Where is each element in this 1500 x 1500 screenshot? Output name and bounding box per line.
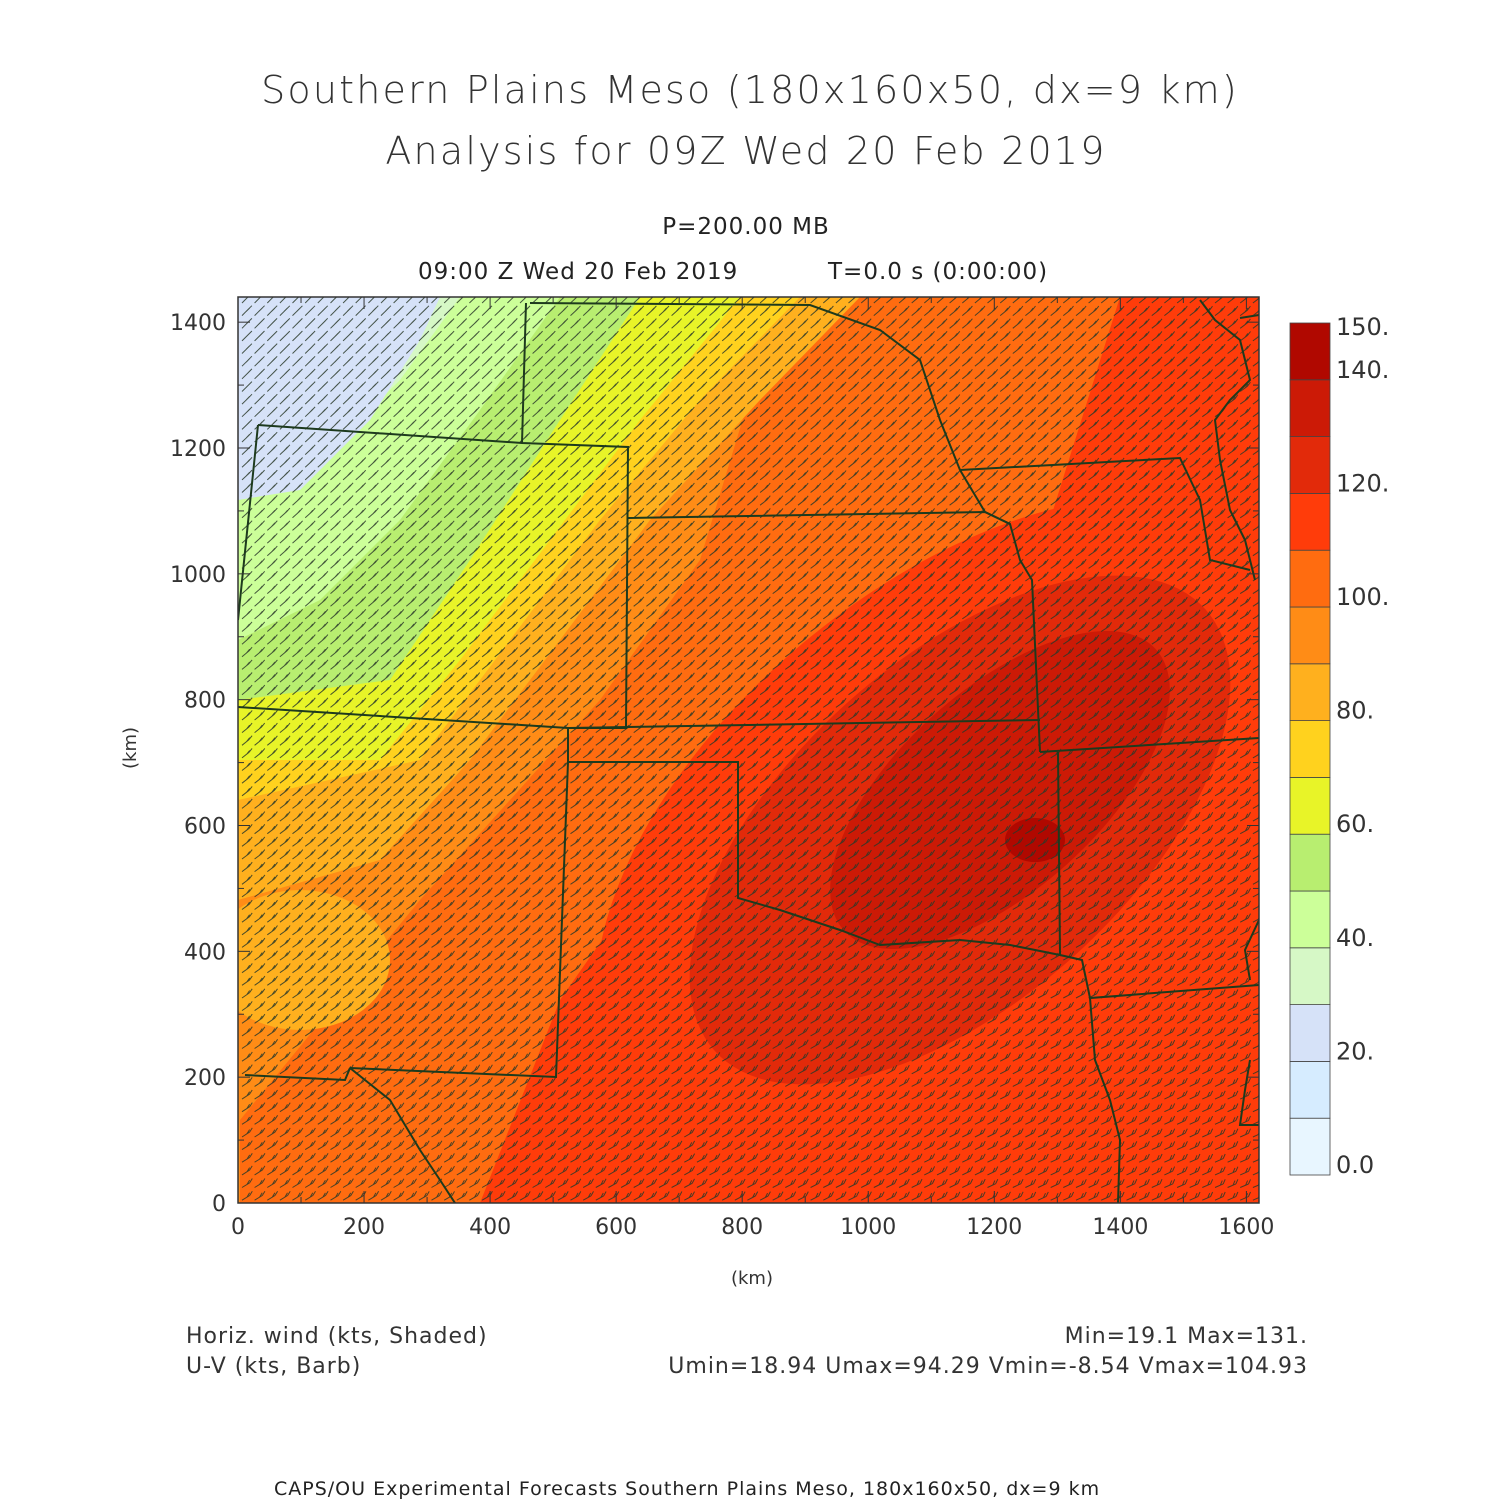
colorbar-label: 150. bbox=[1336, 313, 1389, 341]
colorbar-segment bbox=[1289, 1117, 1331, 1176]
x-tick-label: 1400 bbox=[1092, 1215, 1148, 1240]
x-tick-label: 0 bbox=[231, 1215, 245, 1240]
colorbar-label: 140. bbox=[1336, 356, 1389, 384]
state-boundaries bbox=[238, 299, 1259, 1203]
y-tick-label: 400 bbox=[184, 940, 226, 965]
y-tick-label: 1000 bbox=[170, 563, 226, 588]
colorbar-labels: 0.0 20. 40. 60. 80. 100. 120. 140. 150. bbox=[1336, 313, 1389, 1179]
axis-ticks bbox=[237, 297, 1259, 1204]
colorbar-segment bbox=[1289, 663, 1331, 721]
x-tick-label: 800 bbox=[721, 1215, 763, 1240]
uv-stats: Umin=18.94 Umax=94.29 Vmin=-8.54 Vmax=10… bbox=[668, 1354, 1308, 1379]
title-line-2: Analysis for 09Z Wed 20 Feb 2019 bbox=[385, 129, 1107, 173]
x-tick-label: 1600 bbox=[1218, 1215, 1274, 1240]
x-tick-label: 400 bbox=[469, 1215, 511, 1240]
x-tick-label: 200 bbox=[343, 1215, 385, 1240]
colorbar-segment bbox=[1289, 890, 1331, 949]
y-tick-label: 800 bbox=[184, 689, 226, 714]
x-tick-label: 600 bbox=[595, 1215, 637, 1240]
barb-field-label: U-V (kts, Barb) bbox=[186, 1354, 362, 1379]
y-tick-labels: 0 200 400 600 800 1000 1200 1400 bbox=[170, 311, 226, 1217]
barb-glyphs bbox=[241, 297, 1259, 1201]
colorbar-segment bbox=[1289, 777, 1331, 835]
x-axis-label: (km) bbox=[731, 1268, 773, 1289]
wind-speed-shading bbox=[238, 297, 1259, 1203]
x-tick-label: 1000 bbox=[840, 1215, 896, 1240]
wind-barbs bbox=[241, 297, 1259, 1201]
colorbar bbox=[1289, 322, 1331, 1176]
plot-frame bbox=[237, 296, 1260, 1204]
colorbar-segment bbox=[1289, 549, 1331, 608]
colorbar-segment bbox=[1289, 606, 1331, 665]
y-axis-label: (km) bbox=[120, 727, 141, 769]
colorbar-label: 120. bbox=[1336, 469, 1389, 497]
colorbar-label: 80. bbox=[1336, 697, 1374, 725]
forecast-time: T=0.0 s (0:00:00) bbox=[828, 259, 1049, 285]
colorbar-segment bbox=[1289, 1061, 1331, 1119]
min-max-stats: Min=19.1 Max=131. bbox=[1064, 1324, 1308, 1349]
y-tick-label: 200 bbox=[184, 1066, 226, 1091]
colorbar-label: 0.0 bbox=[1336, 1151, 1374, 1179]
footer-credit: CAPS/OU Experimental Forecasts Southern … bbox=[274, 1478, 1101, 1500]
y-tick-label: 1400 bbox=[170, 311, 226, 336]
colorbar-segment bbox=[1289, 492, 1331, 551]
colorbar-segment bbox=[1289, 947, 1331, 1005]
colorbar-label: 100. bbox=[1336, 583, 1389, 611]
x-tick-labels: 0 200 400 600 800 1000 1200 1400 1600 bbox=[231, 1215, 1274, 1240]
x-tick-label: 1200 bbox=[966, 1215, 1022, 1240]
colorbar-segment bbox=[1289, 436, 1331, 494]
colorbar-segment bbox=[1289, 720, 1331, 778]
pressure-level: P=200.00 MB bbox=[662, 214, 830, 240]
colorbar-label: 20. bbox=[1336, 1037, 1374, 1065]
colorbar-label: 40. bbox=[1336, 924, 1374, 952]
colorbar-segment bbox=[1289, 322, 1331, 381]
y-tick-label: 1200 bbox=[170, 437, 226, 462]
y-tick-label: 0 bbox=[212, 1192, 226, 1217]
shaded-field-label: Horiz. wind (kts, Shaded) bbox=[186, 1324, 488, 1349]
valid-time: 09:00 Z Wed 20 Feb 2019 bbox=[418, 259, 739, 285]
title-line-1: Southern Plains Meso (180x160x50, dx=9 k… bbox=[261, 68, 1239, 112]
y-tick-label: 600 bbox=[184, 815, 226, 840]
colorbar-segment bbox=[1289, 1004, 1331, 1062]
colorbar-segment bbox=[1289, 379, 1331, 437]
colorbar-segment bbox=[1289, 833, 1331, 892]
colorbar-label: 60. bbox=[1336, 810, 1374, 838]
